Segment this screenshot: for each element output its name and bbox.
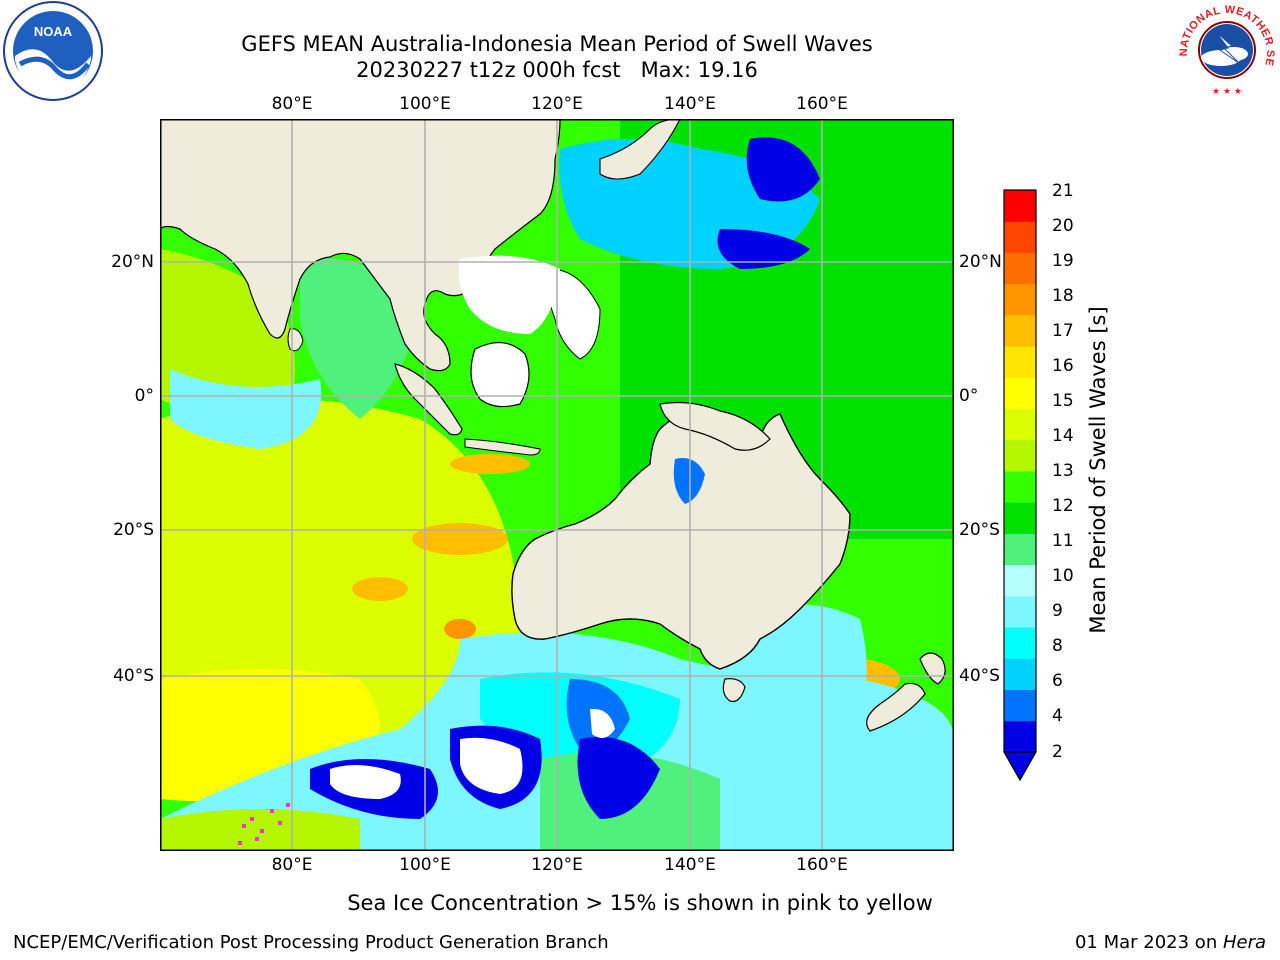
- colorbar-tick-label: 13: [1052, 461, 1074, 481]
- lat-tick-right: 0°: [959, 386, 979, 406]
- colorbar-tick-label: 15: [1052, 391, 1074, 411]
- ocean-field: [170, 369, 322, 449]
- missing-data-area: [330, 765, 401, 799]
- ocean-field: [444, 619, 476, 639]
- borneo-landmass: [470, 342, 530, 408]
- colorbar-tick-label: 21: [1052, 181, 1074, 201]
- colorbar-tick-label: 12: [1052, 496, 1074, 516]
- lat-tick-right: 20°S: [959, 520, 1000, 540]
- footer-credit: NCEP/EMC/Verification Post Processing Pr…: [13, 932, 609, 953]
- new-zealand-south-island: [866, 682, 926, 732]
- colorbar-swatch: [1004, 689, 1036, 722]
- lon-tick-bottom: 100°E: [399, 855, 451, 875]
- ocean-field: [450, 454, 530, 474]
- national-weather-service-logo: NATIONAL WEATHER SERVICE ★ ★ ★: [1176, 2, 1276, 97]
- colorbar-tick-label: 20: [1052, 216, 1074, 236]
- colorbar-swatch: [1004, 377, 1036, 410]
- colorbar: [1002, 189, 1038, 782]
- lon-tick-top: 140°E: [664, 94, 716, 114]
- colorbar-swatch: [1004, 720, 1036, 753]
- lat-tick-right: 40°S: [959, 666, 1000, 686]
- colorbar-swatch: [1004, 502, 1036, 534]
- colorbar-swatch: [1004, 221, 1036, 253]
- map-frame: [160, 119, 954, 851]
- colorbar-tick-label: 18: [1052, 286, 1074, 306]
- lon-tick-bottom: 160°E: [796, 855, 848, 875]
- noaa-logo-text: NOAA: [34, 24, 73, 39]
- colorbar-tick-label: 10: [1052, 566, 1074, 586]
- lat-tick-left: 20°N: [111, 252, 154, 272]
- lon-tick-top: 100°E: [399, 94, 451, 114]
- lon-tick-bottom: 120°E: [531, 855, 583, 875]
- ocean-field: [717, 229, 810, 269]
- colorbar-tick-label: 6: [1052, 671, 1063, 691]
- colorbar-frame: [1003, 189, 1037, 753]
- colorbar-swatch: [1004, 190, 1036, 222]
- colorbar-swatch: [1004, 439, 1036, 472]
- new-guinea-landmass: [659, 401, 771, 451]
- colorbar-tick-label: 11: [1052, 531, 1074, 551]
- svg-text:★ ★ ★: ★ ★ ★: [1212, 87, 1242, 97]
- tasmania-landmass: [722, 678, 746, 703]
- ocean-field: [746, 137, 820, 202]
- ocean-field: [352, 577, 408, 601]
- footer-date-text: 01 Mar 2023 on: [1074, 932, 1223, 953]
- ocean-field: [412, 523, 508, 555]
- missing-data-area: [458, 255, 560, 334]
- colorbar-swatch: [1004, 627, 1036, 659]
- lon-tick-bottom: 140°E: [664, 855, 716, 875]
- lat-tick-left: 0°: [134, 386, 154, 406]
- lat-tick-right: 20°N: [959, 252, 1002, 272]
- sea-ice-note: Sea Ice Concentration > 15% is shown in …: [347, 891, 933, 915]
- graticule: [160, 119, 954, 851]
- colorbar-extend-arrow: [1002, 751, 1038, 782]
- lat-tick-left: 40°S: [113, 666, 154, 686]
- colorbar-swatch: [1004, 346, 1036, 378]
- swell-period-map: [160, 119, 954, 851]
- colorbar-tick-label: 14: [1052, 426, 1074, 446]
- colorbar-tick-label: 17: [1052, 321, 1074, 341]
- colorbar-tick-label: 16: [1052, 356, 1074, 376]
- footer-host: Hera: [1222, 932, 1266, 953]
- colorbar-tick-label: 8: [1052, 636, 1063, 656]
- missing-data-area: [460, 737, 523, 794]
- colorbar-swatch: [1004, 314, 1036, 347]
- ocean-field: [577, 737, 660, 819]
- colorbar-swatch: [1004, 658, 1036, 691]
- colorbar-swatch: [1004, 283, 1036, 316]
- lon-tick-top: 160°E: [796, 94, 848, 114]
- lon-tick-top: 120°E: [531, 94, 583, 114]
- lon-tick-top: 80°E: [271, 94, 313, 114]
- lat-tick-left: 20°S: [113, 520, 154, 540]
- colorbar-swatch: [1004, 595, 1036, 628]
- colorbar-swatch: [1004, 533, 1036, 566]
- colorbar-swatch: [1004, 564, 1036, 597]
- noaa-logo: NOAA: [3, 1, 103, 101]
- footer-date: 01 Mar 2023 on Hera: [1075, 932, 1266, 953]
- colorbar-tick-label: 4: [1052, 706, 1063, 726]
- colorbar-swatch: [1004, 408, 1036, 441]
- lon-tick-bottom: 80°E: [271, 855, 313, 875]
- missing-data-area: [590, 708, 615, 738]
- java-landmass: [464, 438, 541, 456]
- sea-ice-speckles: [238, 803, 290, 845]
- page-title-line2: 20230227 t12z 000h fcst Max: 19.16: [356, 58, 758, 82]
- colorbar-tick-label: 19: [1052, 251, 1074, 271]
- colorbar-swatch: [1004, 471, 1036, 503]
- colorbar-title: Mean Period of Swell Waves [s]: [1086, 306, 1110, 634]
- colorbar-swatch: [1004, 252, 1036, 285]
- colorbar-tick-label: 9: [1052, 601, 1063, 621]
- colorbar-tick-label: 2: [1052, 742, 1063, 762]
- page-title-line1: GEFS MEAN Australia-Indonesia Mean Perio…: [241, 32, 873, 56]
